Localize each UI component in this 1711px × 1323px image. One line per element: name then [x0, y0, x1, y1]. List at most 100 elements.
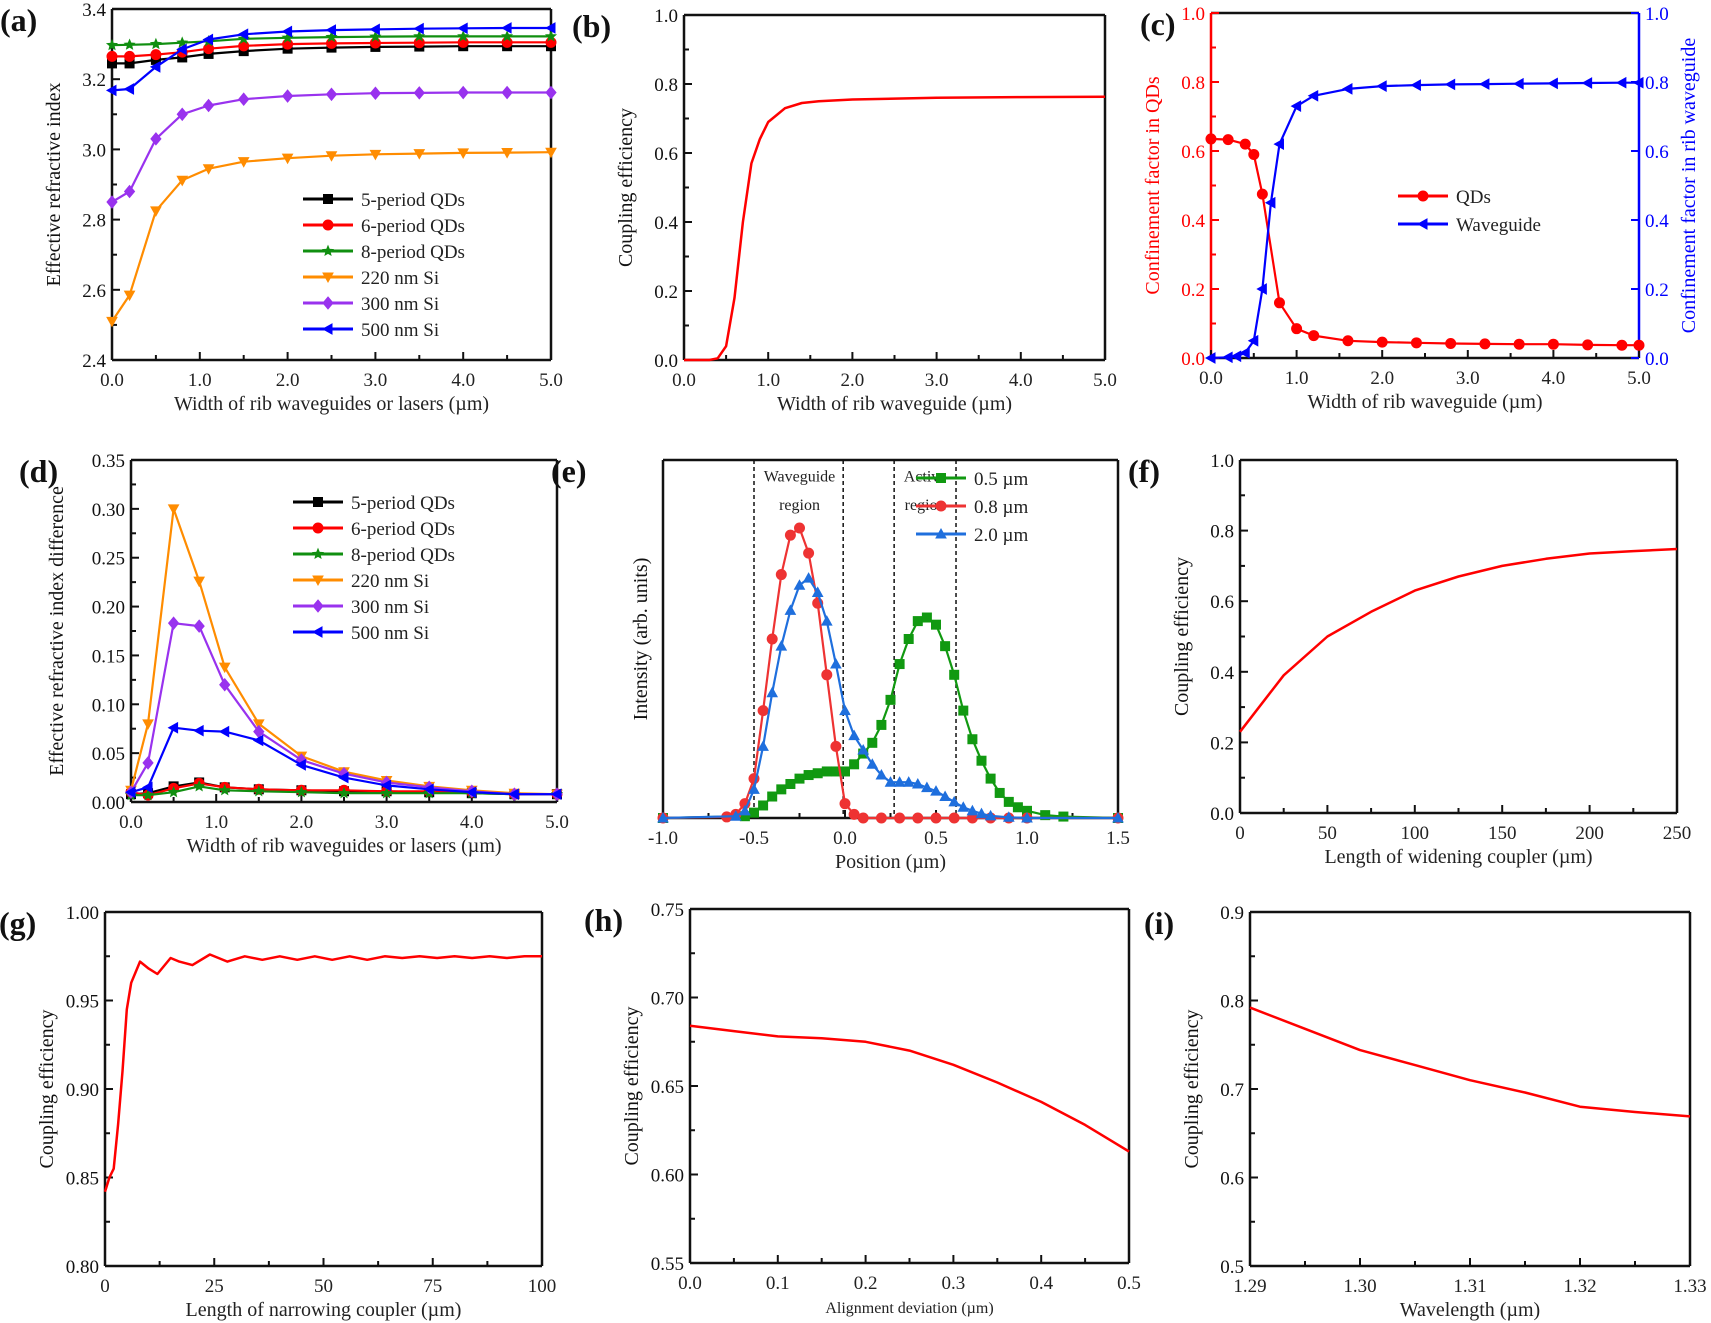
- x-tick-label: 1.29: [1233, 1276, 1266, 1297]
- legend: QDs Waveguide: [1398, 187, 1541, 236]
- data-point: [202, 164, 215, 175]
- data-point: [193, 619, 205, 633]
- data-point: [966, 804, 979, 816]
- legend-marker: [321, 323, 333, 335]
- x-tick-label: 0.0: [119, 812, 143, 833]
- data-point: [1410, 337, 1422, 349]
- data-point: [1230, 350, 1242, 363]
- y-tick-label: 0.7: [1220, 1080, 1244, 1101]
- data-point: [1615, 76, 1627, 89]
- data-point: [729, 810, 742, 821]
- y-tick-label: 0.00: [92, 793, 125, 814]
- legend-label: 5-period QDs: [361, 190, 465, 211]
- legend: 5-period QDs 6-period QDs 8-period QDs 220 …: [303, 190, 465, 341]
- data-point: [150, 206, 162, 217]
- series-line: [1249, 1006, 1691, 1118]
- series-line: [662, 526, 1118, 820]
- data-point: [218, 662, 231, 674]
- y-axis-label: Effective refractive index difference: [46, 486, 68, 776]
- data-point: [106, 195, 118, 209]
- data-point: [325, 30, 338, 43]
- data-point: [793, 579, 806, 590]
- x-tick-label: 1.31: [1453, 1276, 1486, 1297]
- data-point: [1290, 100, 1302, 112]
- data-point: [149, 37, 162, 50]
- panel-label: (i): [1144, 905, 1174, 941]
- data-point: [457, 30, 470, 42]
- data-point: [1247, 334, 1259, 347]
- data-point: [1239, 138, 1251, 150]
- legend-marker: [1416, 218, 1428, 230]
- data-point: [939, 790, 951, 802]
- data-point: [902, 776, 915, 787]
- data-point: [821, 669, 833, 681]
- y-tick-label: 3.2: [82, 70, 106, 91]
- data-point: [1273, 297, 1285, 309]
- data-point: [281, 25, 293, 38]
- data-point: [739, 804, 751, 816]
- data-point: [921, 612, 932, 623]
- panel-f: 0 50 100 150 200 250 0.0 0.2 0.4 0.6 0.8 1.0 Length …: [1128, 451, 1691, 868]
- y-axis-label: Intensity (arb. units): [630, 558, 652, 721]
- y-tick-label: 0.6: [1181, 142, 1205, 163]
- data-point: [325, 87, 338, 102]
- region-annotation: region: [779, 497, 820, 514]
- data-point: [281, 153, 294, 165]
- legend-label: Waveguide: [1456, 215, 1541, 236]
- y-tick-label: 0.70: [651, 989, 684, 1010]
- data-point: [848, 729, 860, 741]
- series-line: [129, 507, 558, 796]
- data-point: [501, 148, 513, 159]
- data-point: [295, 759, 306, 771]
- series-500-nm-Si: [124, 721, 562, 801]
- data-point: [1444, 78, 1456, 91]
- data-point: [369, 149, 382, 161]
- x-tick-label: 100: [1401, 823, 1430, 844]
- series-line: [103, 953, 542, 1193]
- data-point: [912, 616, 923, 627]
- data-point: [501, 30, 514, 42]
- data-point: [238, 92, 250, 106]
- y-tick-label: 3.4: [82, 0, 106, 21]
- legend-label: 220 nm Si: [351, 571, 429, 592]
- legend-marker: [312, 522, 324, 534]
- data-point: [784, 604, 797, 615]
- data-point: [237, 157, 250, 168]
- y-tick-label: 0.0: [654, 351, 678, 372]
- data-point: [142, 788, 155, 801]
- data-point: [1273, 138, 1284, 150]
- data-point: [811, 586, 824, 597]
- x-tick-label: 150: [1488, 823, 1517, 844]
- data-point: [1112, 811, 1124, 823]
- legend-label: 8-period QDs: [351, 545, 455, 566]
- x-tick-label: 25: [205, 1276, 224, 1297]
- y-axis-label: Coupling efficiency: [36, 1009, 58, 1168]
- data-point: [1040, 810, 1051, 821]
- data-point: [1239, 346, 1250, 359]
- data-point: [820, 615, 833, 626]
- legend-marker: [935, 527, 947, 539]
- series-line: [684, 95, 1106, 362]
- data-point: [380, 779, 392, 792]
- data-point: [193, 724, 204, 737]
- data-point: [150, 49, 162, 61]
- data-point: [931, 619, 941, 630]
- panel-label: (g): [0, 905, 36, 941]
- data-point: [1021, 811, 1033, 823]
- data-point: [423, 783, 434, 796]
- data-point: [237, 28, 249, 41]
- x-axis-label: Length of widening coupler (µm): [1324, 846, 1592, 868]
- x-tick-label: 0.0: [833, 828, 857, 849]
- y-tick-label: 0.2: [1210, 733, 1234, 754]
- x-tick-label: 4.0: [460, 812, 484, 833]
- data-point: [1547, 77, 1558, 90]
- series-220-nm-Si: [125, 504, 563, 801]
- x-tick-label: 1.0: [1285, 368, 1309, 389]
- legend-marker: [322, 272, 334, 284]
- data-point: [203, 43, 215, 55]
- legend-marker: [935, 500, 947, 512]
- data-point: [295, 785, 308, 798]
- legend-label: 2.0 µm: [974, 525, 1028, 546]
- data-point: [911, 777, 924, 789]
- y-tick-label: 0.6: [654, 144, 678, 165]
